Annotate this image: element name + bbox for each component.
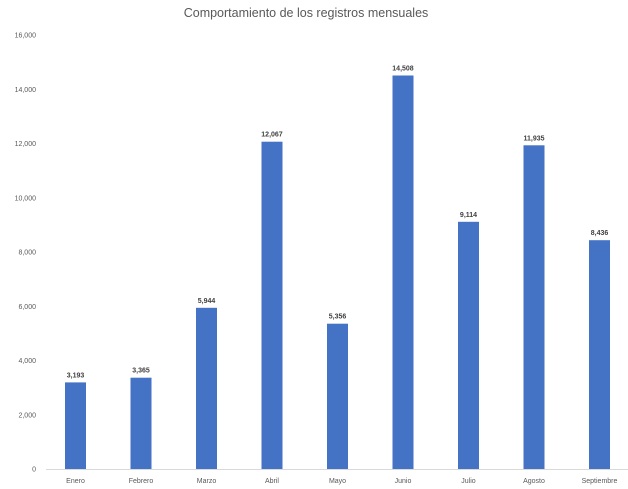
x-tick-label: Mayo — [329, 478, 346, 485]
data-label: 9,114 — [460, 212, 477, 219]
x-tick-label: Septiembre — [582, 478, 618, 485]
x-tick-label: Agosto — [523, 478, 545, 485]
bar — [327, 323, 348, 469]
data-label: 5,944 — [198, 298, 216, 305]
data-label: 14,508 — [392, 66, 414, 73]
bar — [523, 145, 545, 470]
data-label: 11,935 — [523, 135, 544, 142]
bar — [458, 221, 479, 469]
y-tick-label: 0 — [32, 467, 36, 474]
y-tick-label: 4,000 — [18, 358, 36, 365]
x-axis: Enero Febrero Marzo Abril Mayo Junio Julio Agos… — [46, 469, 628, 485]
bars — [65, 75, 610, 470]
bar — [196, 307, 217, 469]
y-axis: 0 2,000 4,000 6,000 8,000 10,000 12,000 14,000 1… — [15, 33, 37, 474]
y-tick-label: 16,000 — [15, 33, 37, 40]
data-label: 5,356 — [329, 314, 347, 321]
y-tick-label: 6,000 — [18, 304, 36, 311]
data-label: 3,193 — [67, 372, 85, 379]
bar — [65, 382, 86, 469]
bar — [589, 240, 610, 469]
data-label: 8,436 — [591, 230, 609, 237]
data-labels: 3,193 3,365 5,944 12,067 5,356 14,508 9,114 11,… — [67, 66, 609, 380]
y-tick-label: 10,000 — [15, 195, 37, 202]
bar — [261, 141, 283, 469]
bar — [130, 377, 152, 469]
x-tick-label: Febrero — [129, 478, 154, 485]
data-label: 12,067 — [261, 132, 283, 139]
x-tick-label: Enero — [66, 478, 85, 485]
x-tick-label: Julio — [461, 478, 476, 485]
y-tick-label: 2,000 — [18, 412, 36, 419]
y-tick-label: 14,000 — [15, 87, 37, 94]
chart-title: Comportamiento de los registros mensuale… — [184, 6, 429, 20]
bar — [392, 75, 414, 469]
y-tick-label: 8,000 — [18, 250, 36, 257]
y-tick-label: 12,000 — [15, 141, 37, 148]
x-tick-label: Marzo — [197, 478, 217, 485]
x-tick-label: Junio — [395, 478, 412, 485]
data-label: 3,365 — [132, 368, 150, 375]
x-tick-label: Abril — [265, 478, 279, 485]
